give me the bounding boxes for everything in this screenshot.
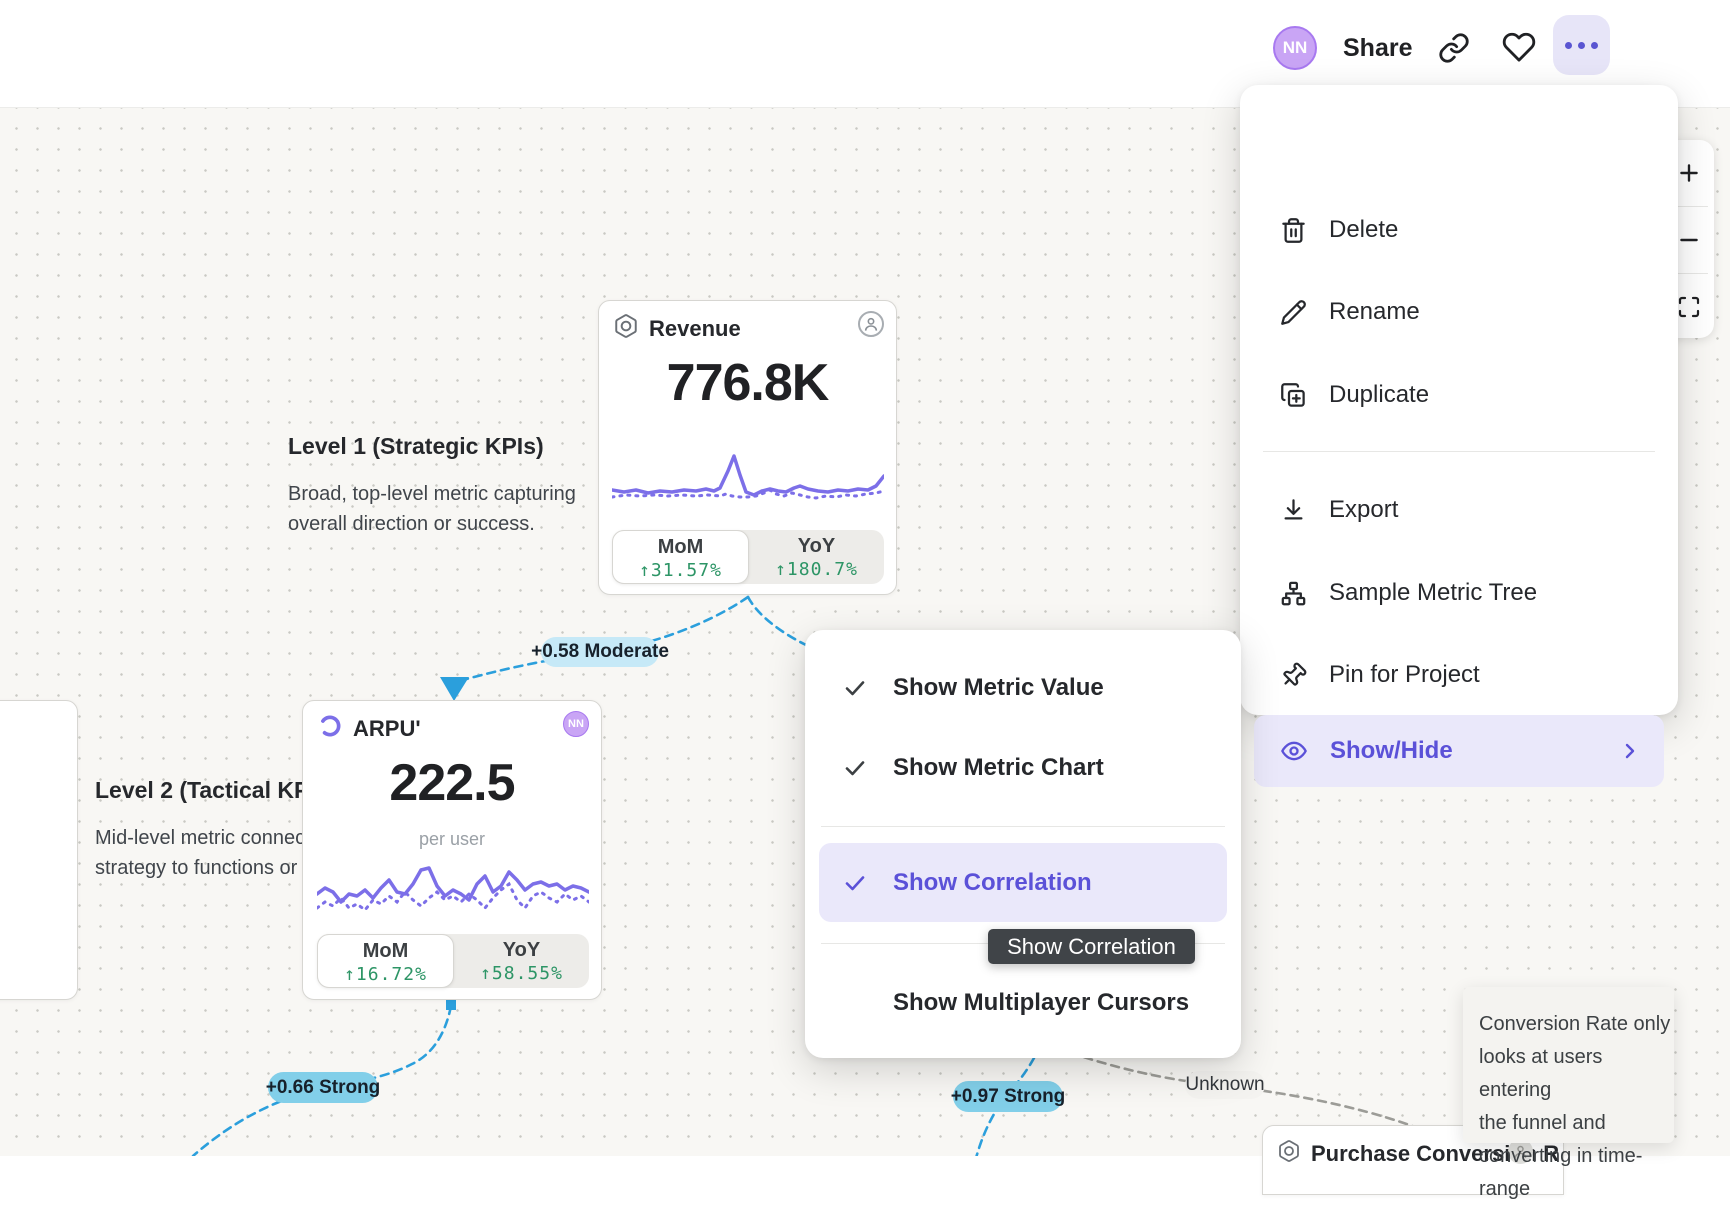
- fit-view-button[interactable]: [1664, 274, 1714, 340]
- metric-tree-icon: [1281, 581, 1306, 605]
- card-title: ARPU': [353, 715, 421, 741]
- metric-unit: per user: [418, 829, 486, 849]
- menu-divider: [1263, 451, 1655, 452]
- favorite-button[interactable]: [1502, 30, 1536, 64]
- yoy-change: ↑58.55%: [480, 963, 563, 984]
- correlation-badge-strong-066: +0.66 Strong: [266, 1072, 380, 1103]
- tab-yoy[interactable]: YoY ↑180.7%: [749, 530, 884, 584]
- copy-link-button[interactable]: [1438, 32, 1470, 64]
- show-correlation-tooltip: Show Correlation: [988, 929, 1195, 964]
- check-icon: [845, 875, 865, 890]
- share-button[interactable]: Share: [1343, 34, 1413, 62]
- pencil-icon: [1281, 299, 1306, 325]
- submenu-item-show-multiplayer-cursors[interactable]: Show Multiplayer Cursors: [893, 989, 1190, 1016]
- eye-icon: [1281, 741, 1307, 761]
- link-icon: [1439, 33, 1469, 63]
- show-hide-submenu: Show Metric Value Show Metric Chart Show…: [805, 630, 1241, 1058]
- hexagon-icon: [1277, 1139, 1301, 1168]
- maximize-icon: [1678, 296, 1700, 318]
- pin-icon: [1283, 662, 1307, 686]
- menu-item-duplicate[interactable]: Duplicate: [1256, 367, 1662, 423]
- card-title: Revenue: [649, 315, 741, 341]
- more-options-button[interactable]: [1553, 15, 1610, 75]
- mom-change: ↑16.72%: [344, 964, 427, 985]
- tab-mom[interactable]: MoM ↑31.57%: [612, 530, 749, 584]
- tab-mom[interactable]: MoM ↑16.72%: [317, 934, 454, 988]
- check-icon: [845, 761, 865, 776]
- submenu-item-show-correlation[interactable]: Show Correlation: [819, 843, 1227, 922]
- correlation-badge-moderate: +0.58 Moderate: [531, 637, 669, 667]
- menu-item-pin-for-project[interactable]: Pin for Project: [1256, 647, 1662, 703]
- tab-yoy[interactable]: YoY ↑58.55%: [454, 934, 589, 988]
- download-icon: [1284, 498, 1303, 519]
- menu-item-rename[interactable]: Rename: [1256, 284, 1662, 340]
- minus-icon: [1680, 238, 1698, 242]
- correlation-badge-unknown: Unknown: [1185, 1071, 1265, 1099]
- duplicate-icon: [1281, 382, 1305, 407]
- metric-card-arpu[interactable]: ARPU' NN 222.5 per user MoM ↑16.72% YoY …: [302, 700, 602, 1000]
- menu-item-delete[interactable]: Delete: [1256, 202, 1662, 258]
- submenu-item-show-metric-chart[interactable]: Show Metric Chart: [819, 740, 1227, 796]
- submenu-item-show-metric-value[interactable]: Show Metric Value: [819, 660, 1227, 716]
- note-tooltip: Conversion Rate only looks at users ente…: [1463, 987, 1674, 1200]
- level2-description: Mid-level metric connecting strategy to …: [95, 827, 353, 879]
- level1-title: Level 1 (Strategic KPIs): [288, 433, 544, 459]
- context-menu: Delete Rename Duplicate Export Sample Me…: [1240, 85, 1678, 787]
- menu-item-export[interactable]: Export: [1256, 482, 1662, 538]
- mom-change: ↑31.57%: [639, 560, 722, 581]
- sparkline-chart: [317, 866, 589, 913]
- level2-title: Level 2 (Tactical KPIs: [95, 777, 329, 803]
- user-avatar[interactable]: NN: [1273, 26, 1317, 70]
- ellipsis-icon: [1565, 41, 1572, 49]
- zoom-in-button[interactable]: [1664, 140, 1714, 206]
- metric-value: 776.8K: [666, 354, 830, 412]
- zoom-out-button[interactable]: [1664, 207, 1714, 273]
- chevron-right-icon: [1625, 743, 1635, 759]
- arc-metric-icon: [317, 713, 343, 744]
- level1-description: Broad, top-level metric capturing overal…: [288, 483, 576, 535]
- menu-item-sample-metric-tree[interactable]: Sample Metric Tree: [1256, 565, 1662, 621]
- hexagon-icon: [613, 313, 639, 344]
- yoy-change: ↑180.7%: [775, 559, 858, 580]
- offscreen-card[interactable]: [0, 700, 78, 1000]
- metric-card-revenue[interactable]: Revenue 776.8K MoM ↑31.57% YoY ↑180.7%: [598, 300, 897, 595]
- collaborator-avatar-icon: [858, 311, 884, 337]
- check-icon: [845, 681, 865, 696]
- correlation-badge-strong-097: +0.97 Strong: [951, 1081, 1065, 1112]
- trash-icon: [1282, 217, 1305, 243]
- heart-icon: [1502, 32, 1536, 62]
- collaborator-avatar: NN: [563, 711, 589, 737]
- menu-divider: [821, 826, 1225, 827]
- plus-icon: [1680, 164, 1698, 182]
- metric-value: 222.5: [389, 754, 515, 812]
- sparkline-chart: [612, 454, 884, 500]
- menu-item-show-hide[interactable]: Show/Hide: [1254, 715, 1664, 787]
